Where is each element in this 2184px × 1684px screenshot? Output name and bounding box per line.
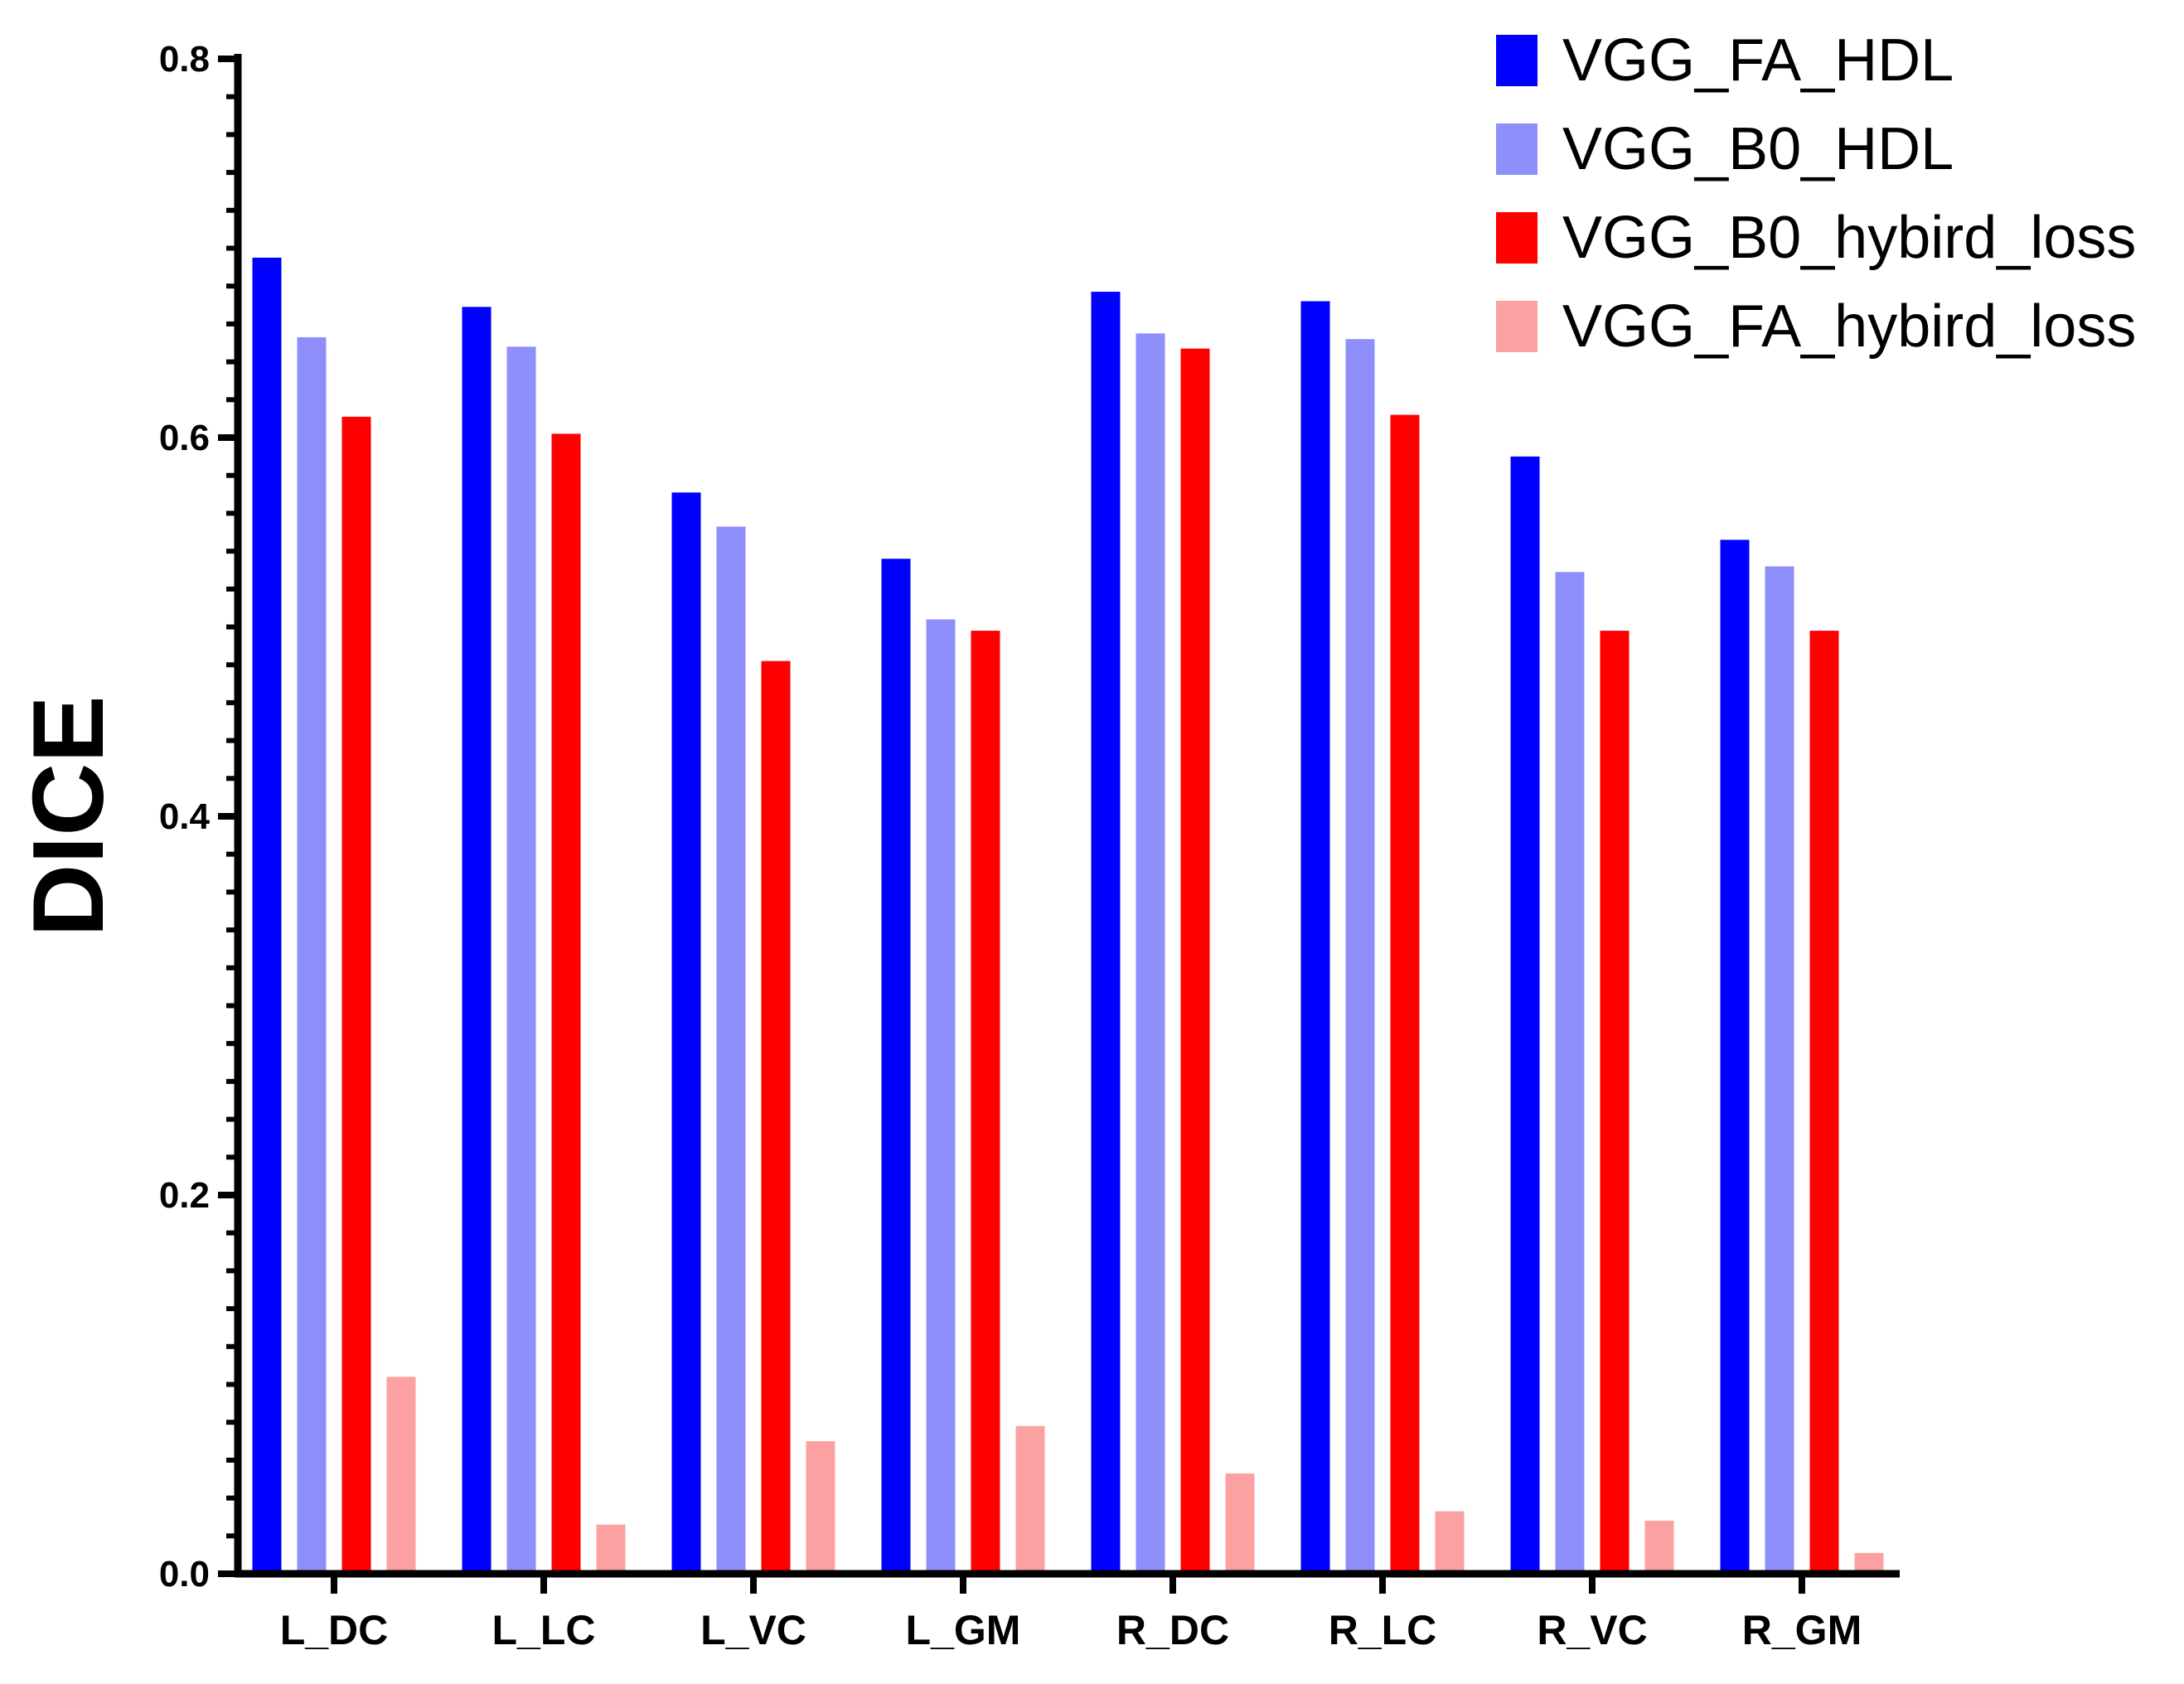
bar-R_GM-VGG_B0_HDL (1765, 566, 1794, 1574)
legend-label-VGG_B0_HDL: VGG_B0_HDL (1562, 116, 1954, 182)
legend-label-VGG_FA_HDL: VGG_FA_HDL (1562, 27, 1954, 94)
bar-R_LC-VGG_FA_hybird_loss (1435, 1511, 1465, 1574)
bar-L_VC-VGG_FA_HDL (671, 492, 701, 1574)
bar-R_VC-VGG_B0_hybird_loss (1600, 631, 1630, 1574)
y-tick-label: 0.6 (159, 418, 210, 458)
bar-L_GM-VGG_B0_hybird_loss (971, 631, 1000, 1574)
bar-R_DC-VGG_B0_HDL (1136, 333, 1165, 1575)
bar-L_GM-VGG_FA_HDL (881, 559, 911, 1574)
x-tick-label-L_DC: L_DC (280, 1607, 389, 1653)
bar-R_VC-VGG_FA_HDL (1510, 456, 1540, 1574)
bar-R_DC-VGG_FA_hybird_loss (1225, 1473, 1255, 1574)
legend-swatch-VGG_FA_hybird_loss (1496, 301, 1538, 352)
bar-L_DC-VGG_B0_hybird_loss (341, 416, 371, 1574)
bar-L_DC-VGG_FA_hybird_loss (386, 1377, 416, 1574)
bar-R_LC-VGG_FA_HDL (1300, 301, 1330, 1575)
bar-R_VC-VGG_B0_HDL (1555, 572, 1585, 1574)
bar-R_VC-VGG_FA_hybird_loss (1644, 1521, 1674, 1574)
bar-L_LC-VGG_FA_HDL (462, 307, 492, 1575)
y-tick-label: 0.4 (159, 796, 211, 837)
bar-L_LC-VGG_B0_hybird_loss (551, 433, 581, 1575)
legend-swatch-VGG_B0_hybird_loss (1496, 212, 1538, 264)
labels-layer: 0.0 0.2 0.4 0.6 0.8 L_DC L_LC L_VC L_GM R_DC R_LC R… (12, 39, 1862, 1653)
bar-L_VC-VGG_B0_hybird_loss (761, 661, 791, 1574)
y-tick-label: 0.0 (159, 1554, 210, 1594)
legend: VGG_FA_HDL VGG_B0_HDL VGG_B0_hybird_loss VG… (1496, 27, 2136, 360)
bar-L_DC-VGG_B0_HDL (297, 336, 327, 1574)
legend-swatch-VGG_FA_HDL (1496, 35, 1538, 86)
bar-R_GM-VGG_B0_hybird_loss (1809, 631, 1839, 1574)
legend-swatch-VGG_B0_HDL (1496, 123, 1538, 175)
bar-L_LC-VGG_FA_hybird_loss (596, 1524, 626, 1574)
x-tick-label-L_LC: L_LC (492, 1607, 596, 1653)
bar-L_LC-VGG_B0_HDL (506, 346, 536, 1574)
x-tick-label-L_GM: L_GM (906, 1607, 1021, 1653)
x-tick-label-R_VC: R_VC (1537, 1607, 1647, 1653)
bar-R_DC-VGG_FA_HDL (1091, 292, 1121, 1575)
x-tick-label-R_GM: R_GM (1742, 1607, 1862, 1653)
bar-L_DC-VGG_FA_HDL (252, 257, 282, 1574)
bar-R_LC-VGG_B0_HDL (1345, 339, 1375, 1575)
bar-L_GM-VGG_FA_hybird_loss (1015, 1425, 1045, 1574)
axes-layer (218, 54, 1900, 1594)
x-tick-label-L_VC: L_VC (700, 1607, 806, 1653)
bar-L_GM-VGG_B0_HDL (926, 619, 956, 1574)
bar-L_VC-VGG_FA_hybird_loss (806, 1441, 835, 1574)
x-tick-label-R_LC: R_LC (1329, 1607, 1437, 1653)
bar-R_LC-VGG_B0_hybird_loss (1390, 414, 1420, 1575)
bar-R_DC-VGG_B0_hybird_loss (1180, 348, 1210, 1575)
legend-label-VGG_B0_hybird_loss: VGG_B0_hybird_loss (1562, 205, 2136, 271)
bar-L_VC-VGG_B0_HDL (716, 526, 746, 1574)
bar-R_GM-VGG_FA_HDL (1720, 540, 1750, 1574)
y-tick-label: 0.8 (159, 39, 210, 80)
bars-layer (252, 257, 1884, 1575)
legend-label-VGG_FA_hybird_loss: VGG_FA_hybird_loss (1562, 293, 2136, 360)
y-tick-label: 0.2 (159, 1175, 210, 1216)
x-tick-label-R_DC: R_DC (1116, 1607, 1229, 1653)
y-axis-title: DICE (12, 695, 124, 936)
